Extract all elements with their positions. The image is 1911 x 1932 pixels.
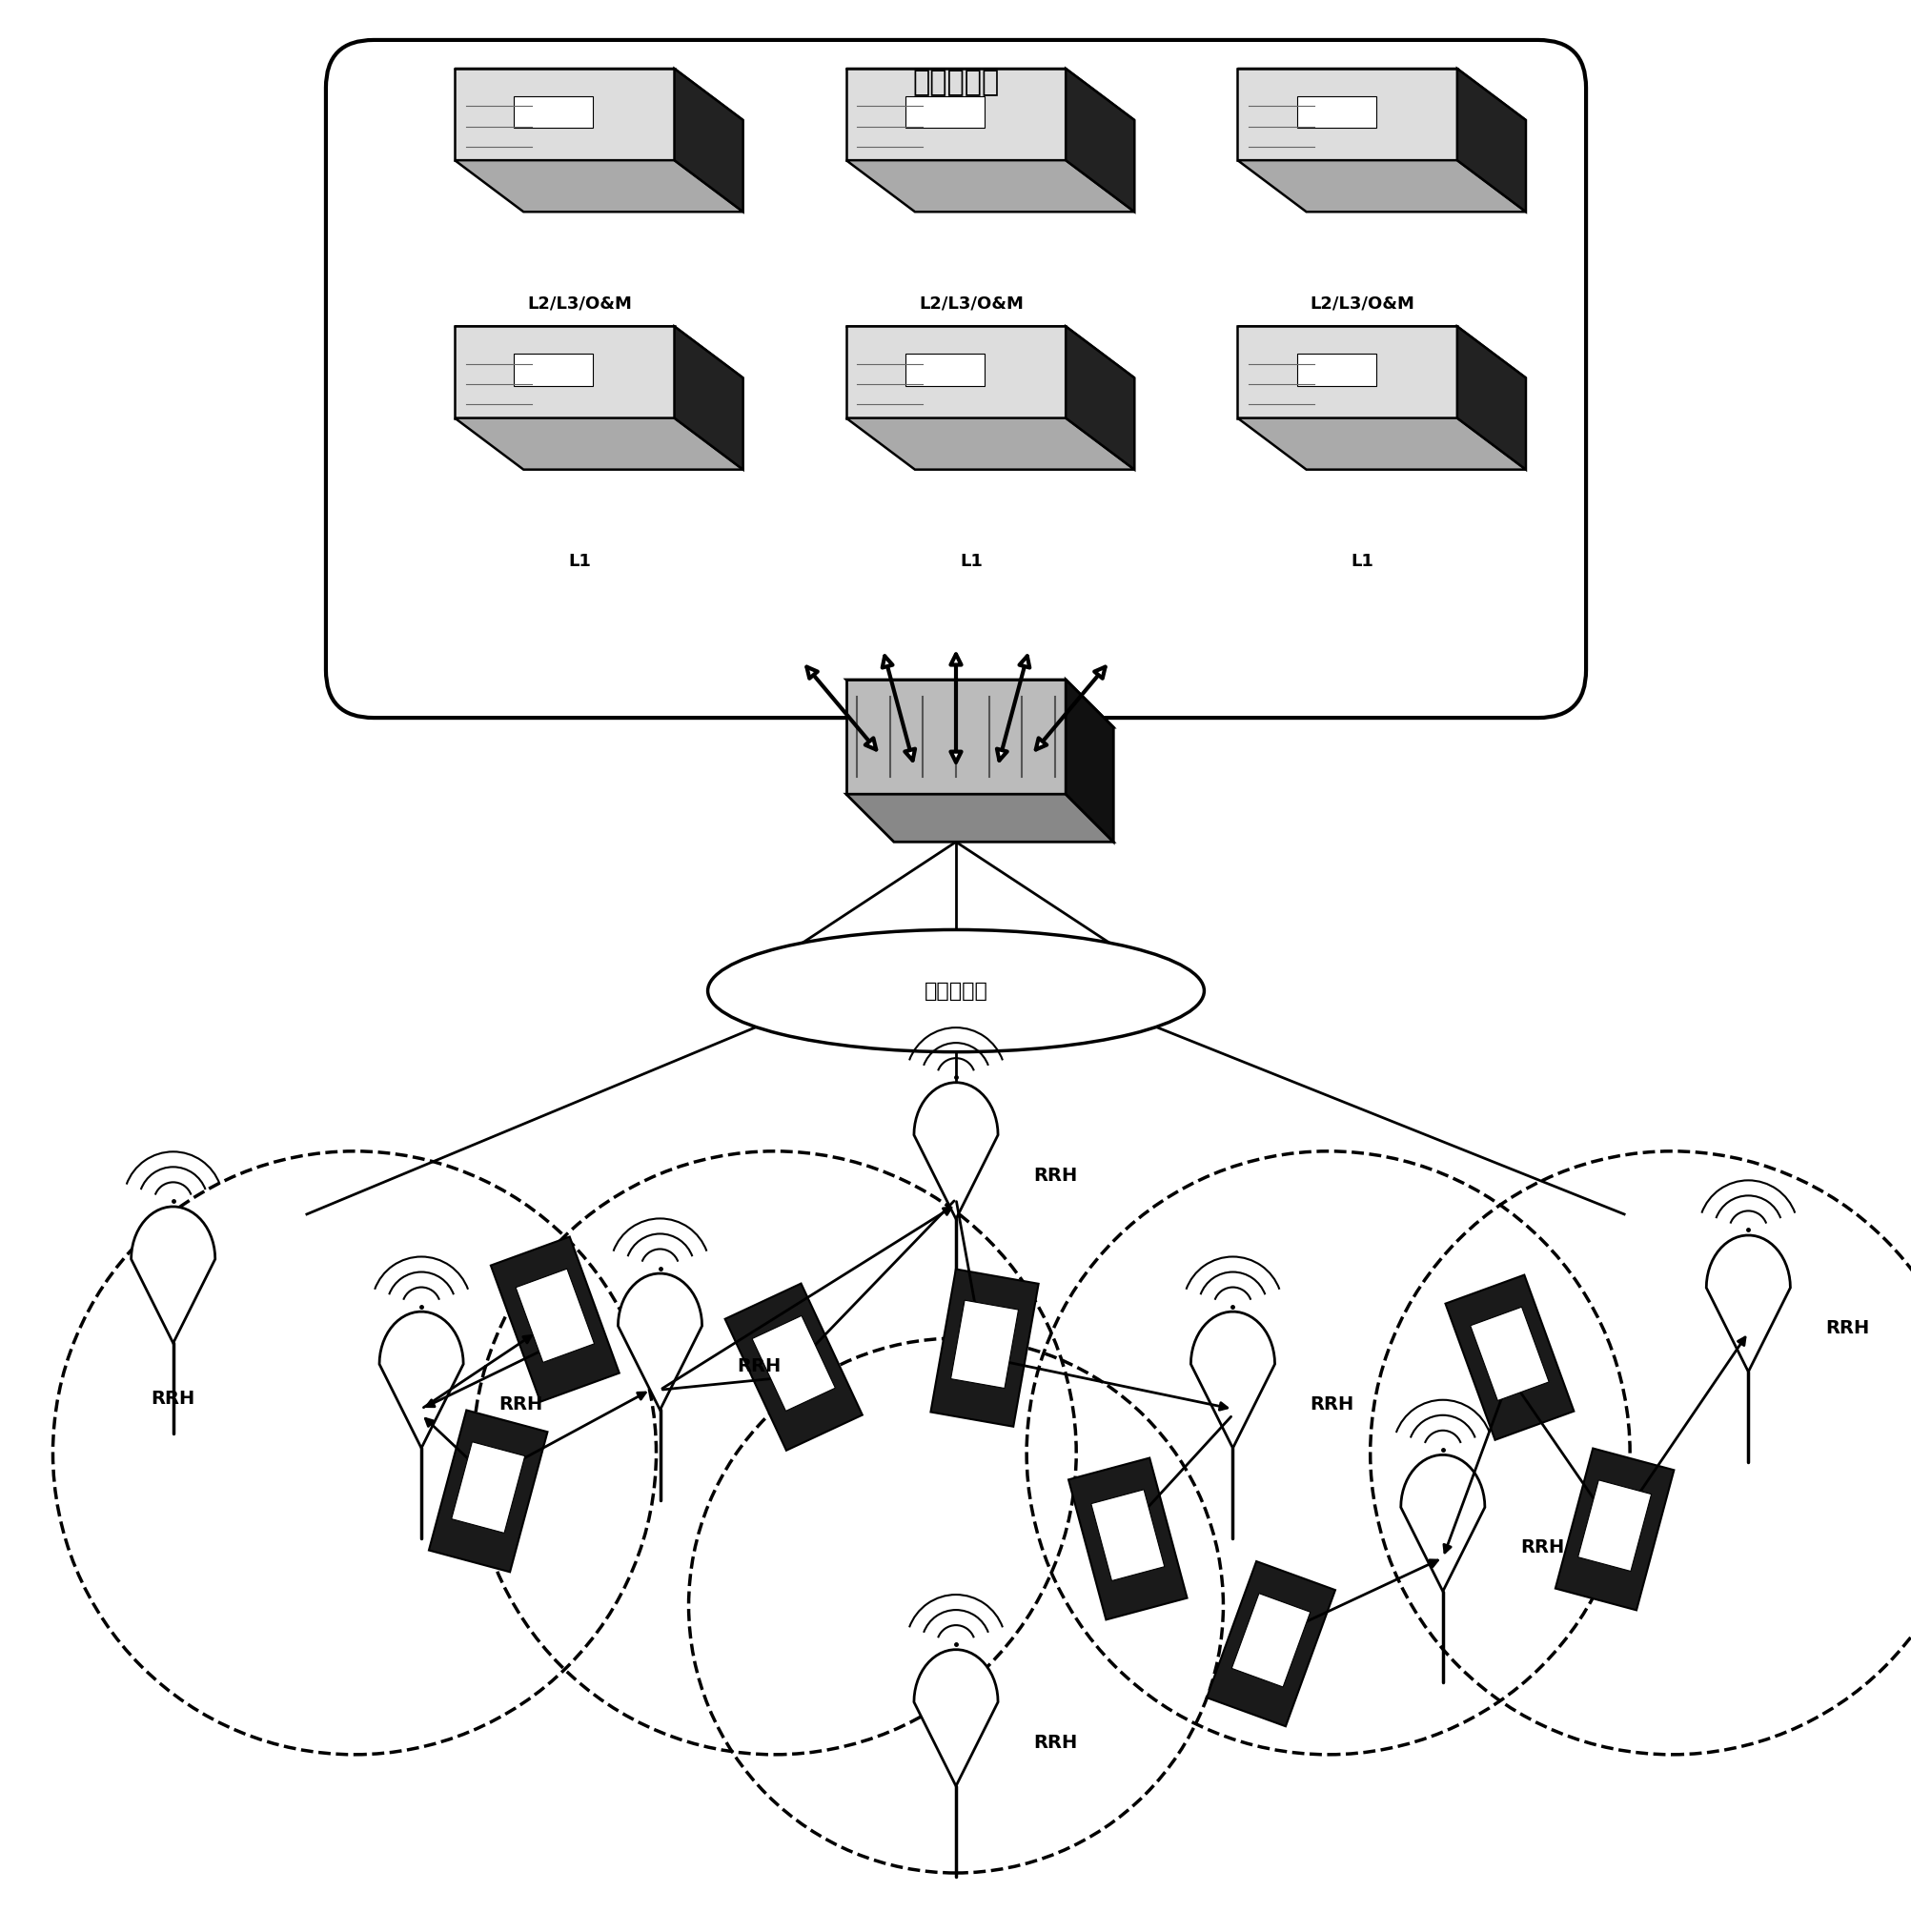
Polygon shape (1236, 327, 1456, 417)
Polygon shape (913, 1650, 998, 1785)
Polygon shape (455, 160, 743, 213)
Polygon shape (1064, 327, 1133, 469)
Polygon shape (455, 70, 743, 120)
Polygon shape (724, 1283, 862, 1451)
Text: RRH: RRH (1032, 1167, 1076, 1184)
Polygon shape (913, 1082, 998, 1219)
Polygon shape (675, 327, 743, 469)
Polygon shape (132, 1208, 216, 1343)
Text: 光传输网络: 光传输网络 (923, 981, 988, 1001)
Polygon shape (847, 680, 1112, 726)
Polygon shape (847, 70, 1064, 160)
Polygon shape (931, 1269, 1038, 1426)
Polygon shape (1091, 1490, 1164, 1580)
Polygon shape (378, 1312, 462, 1449)
Polygon shape (847, 680, 1064, 794)
Polygon shape (847, 327, 1064, 417)
Text: RRH: RRH (1825, 1320, 1869, 1337)
Text: RRH: RRH (1309, 1395, 1353, 1414)
Polygon shape (451, 1441, 526, 1534)
Polygon shape (514, 97, 592, 128)
Polygon shape (1401, 1455, 1485, 1592)
Polygon shape (1554, 1449, 1674, 1609)
Polygon shape (1445, 1275, 1573, 1439)
Polygon shape (1231, 1594, 1309, 1687)
Text: RRH: RRH (499, 1395, 543, 1414)
Polygon shape (751, 1316, 835, 1410)
Text: L2/L3/O&M: L2/L3/O&M (527, 296, 633, 313)
Text: 虚拟基带池: 虚拟基带池 (912, 70, 999, 97)
Text: RRH: RRH (738, 1358, 782, 1376)
Text: L1: L1 (959, 553, 982, 570)
Polygon shape (906, 354, 984, 386)
Polygon shape (906, 97, 984, 128)
Polygon shape (1456, 327, 1525, 469)
Ellipse shape (707, 929, 1204, 1051)
Text: L2/L3/O&M: L2/L3/O&M (1309, 296, 1414, 313)
Text: L1: L1 (1351, 553, 1374, 570)
Text: RRH: RRH (151, 1389, 195, 1408)
Polygon shape (847, 327, 1133, 379)
Polygon shape (1456, 70, 1525, 213)
Polygon shape (1236, 160, 1525, 213)
Polygon shape (1236, 327, 1525, 379)
Polygon shape (428, 1410, 547, 1573)
Text: RRH: RRH (1519, 1538, 1563, 1557)
Polygon shape (1296, 97, 1376, 128)
FancyBboxPatch shape (325, 41, 1586, 719)
Polygon shape (1236, 70, 1456, 160)
Text: L1: L1 (568, 553, 590, 570)
Polygon shape (1191, 1312, 1275, 1449)
Polygon shape (847, 794, 1112, 842)
Polygon shape (675, 70, 743, 213)
Polygon shape (847, 417, 1133, 469)
Polygon shape (847, 160, 1133, 213)
Polygon shape (455, 417, 743, 469)
Polygon shape (455, 70, 675, 160)
Polygon shape (514, 354, 592, 386)
Text: L2/L3/O&M: L2/L3/O&M (919, 296, 1022, 313)
Polygon shape (1705, 1235, 1789, 1372)
Polygon shape (1577, 1480, 1651, 1571)
Polygon shape (1296, 354, 1376, 386)
Polygon shape (1064, 680, 1112, 842)
Polygon shape (1206, 1561, 1334, 1727)
Polygon shape (455, 327, 675, 417)
Polygon shape (1236, 417, 1525, 469)
Polygon shape (1470, 1306, 1548, 1401)
Polygon shape (950, 1300, 1019, 1389)
Polygon shape (455, 327, 743, 379)
Polygon shape (617, 1273, 701, 1410)
Text: RRH: RRH (1032, 1733, 1076, 1752)
Polygon shape (1068, 1459, 1187, 1619)
Polygon shape (1236, 70, 1525, 120)
Polygon shape (847, 70, 1133, 120)
Polygon shape (1064, 70, 1133, 213)
Polygon shape (491, 1236, 619, 1403)
Polygon shape (516, 1269, 594, 1362)
